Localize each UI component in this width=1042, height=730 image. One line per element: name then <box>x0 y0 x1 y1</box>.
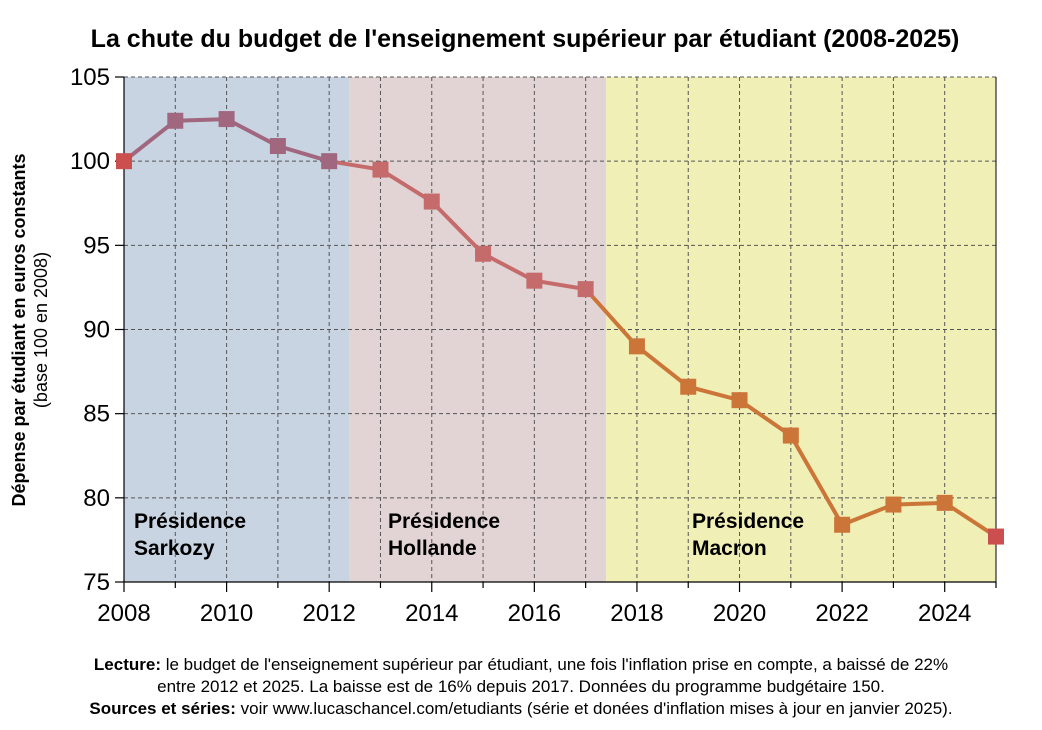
series-line-segment <box>224 117 280 149</box>
series-line-segment <box>891 500 947 507</box>
data-point <box>423 193 440 210</box>
series <box>116 111 1004 545</box>
series-line-segment <box>942 500 998 539</box>
period-label-line1: Présidence <box>388 510 500 533</box>
series-line-segment <box>583 287 639 349</box>
data-point <box>167 112 184 129</box>
footer-sources-text: voir www.lucaschancel.com/etudiants (sér… <box>235 699 953 718</box>
x-tick-label: 2012 <box>302 600 355 627</box>
data-point <box>269 138 286 155</box>
grid <box>124 76 996 582</box>
footer-reading-note: Lecture: le budget de l'enseignement sup… <box>0 654 1042 676</box>
data-point <box>731 392 748 409</box>
footer-reading-text: le budget de l'enseignement supérieur pa… <box>160 655 949 674</box>
y-axis-label: Dépense par étudiant en euros constants … <box>9 153 51 506</box>
y-tick-label: 75 <box>83 569 110 596</box>
series-line-segment <box>122 118 178 164</box>
data-point <box>628 338 645 355</box>
data-point <box>372 161 389 178</box>
y-tick-label: 80 <box>83 485 110 512</box>
data-point <box>885 496 902 513</box>
x-tick-label: 2014 <box>405 600 458 627</box>
data-point <box>577 281 594 298</box>
series-line-segment <box>532 278 588 292</box>
y-axis-subtitle: (base 100 en 2008) <box>31 252 51 408</box>
chart-title: La chute du budget de l'enseignement sup… <box>91 25 960 53</box>
footer-reading-label: Lecture: <box>93 655 161 674</box>
period-label-line2: Macron <box>692 537 767 560</box>
y-axis-title: Dépense par étudiant en euros constants <box>9 153 29 506</box>
period-label-line2: Sarkozy <box>134 537 215 560</box>
data-point <box>988 528 1004 545</box>
data-point <box>936 494 953 511</box>
footer-reading-text-2: entre 2012 et 2025. La baisse est de 16%… <box>157 677 885 696</box>
data-point <box>218 111 235 128</box>
series-line-segment <box>634 344 691 389</box>
series-line-segment <box>378 167 434 204</box>
period-labels: Présidence Sarkozy Présidence Hollande Prési… <box>134 510 804 560</box>
x-tick-label: 2024 <box>918 600 971 627</box>
series-line-segment <box>173 117 229 123</box>
x-tick-label: 2022 <box>815 600 868 627</box>
y-tick-label: 100 <box>70 148 110 175</box>
series-line-segment <box>788 433 845 527</box>
series-line-segment <box>737 398 793 438</box>
series-line-segment <box>686 384 742 403</box>
y-tick-label: 95 <box>83 232 110 259</box>
data-point <box>116 153 132 170</box>
x-tick-label: 2016 <box>508 600 561 627</box>
series-line-segment <box>481 251 537 283</box>
x-tick-label: 2010 <box>200 600 253 627</box>
data-point <box>782 427 799 444</box>
data-point <box>321 153 338 170</box>
period-label-line1: Présidence <box>134 510 246 533</box>
series-line-segment <box>429 199 486 256</box>
data-point <box>680 378 697 395</box>
data-point <box>475 245 492 262</box>
data-point <box>834 516 851 533</box>
y-tick-label: 90 <box>83 317 110 344</box>
x-tick-label: 2008 <box>97 600 150 627</box>
footer-reading-note-2: entre 2012 et 2025. La baisse est de 16%… <box>0 676 1042 698</box>
data-point <box>526 272 543 289</box>
series-line-segment <box>275 144 332 164</box>
footer-sources-label: Sources et séries: <box>89 699 236 718</box>
series-line-segment <box>327 159 383 172</box>
period-label-line2: Hollande <box>388 537 477 560</box>
x-tick-label: 2020 <box>713 600 766 627</box>
series-line-segment <box>840 502 896 527</box>
footer-sources: Sources et séries: voir www.lucaschancel… <box>0 698 1042 720</box>
period-label-line1: Présidence <box>692 510 804 533</box>
y-tick-label: 105 <box>70 64 110 91</box>
axes: 75 80 85 90 95 100 105 2008 2010 2012 2014 2016 2018… <box>70 64 997 627</box>
x-tick-label: 2018 <box>610 600 663 627</box>
y-tick-label: 85 <box>83 401 110 428</box>
